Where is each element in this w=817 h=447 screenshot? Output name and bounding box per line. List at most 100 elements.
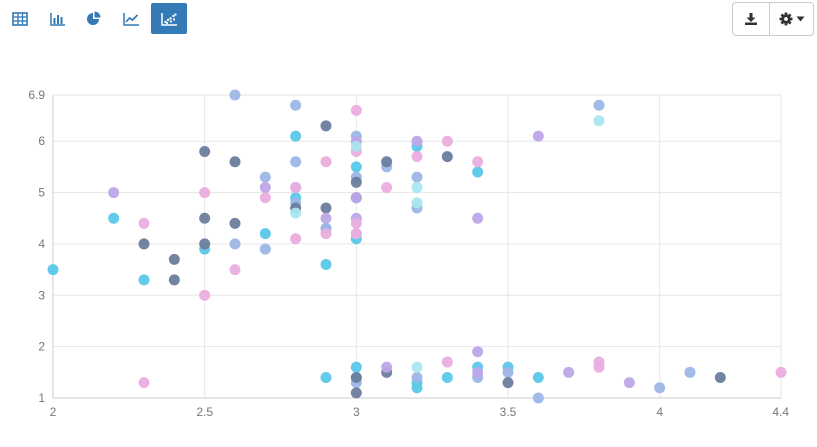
y-tick-label: 6.9	[28, 88, 45, 102]
data-point	[229, 217, 241, 229]
data-point	[411, 371, 423, 383]
y-tick-label: 4	[38, 237, 45, 251]
data-point	[623, 377, 635, 389]
data-point	[381, 361, 393, 373]
data-point	[411, 382, 423, 394]
data-point	[350, 140, 362, 152]
y-tick-label: 5	[38, 186, 45, 200]
data-point	[350, 361, 362, 373]
y-tick-label: 2	[38, 340, 45, 354]
download-button[interactable]	[733, 3, 771, 35]
y-tick-label: 1	[38, 391, 45, 405]
y-tick-label: 3	[38, 288, 45, 302]
data-point	[411, 171, 423, 183]
x-tick-label: 2.5	[196, 405, 213, 419]
data-point	[532, 371, 544, 383]
data-point	[290, 233, 302, 245]
data-point	[684, 366, 696, 378]
data-point	[411, 135, 423, 147]
data-point	[199, 145, 211, 157]
data-point	[259, 192, 271, 204]
data-point	[259, 228, 271, 240]
table-icon	[12, 11, 28, 26]
bar-chart-view-button[interactable]	[40, 3, 76, 34]
data-point	[199, 238, 211, 250]
data-point	[411, 361, 423, 373]
data-point	[441, 135, 453, 147]
pie-chart-view-button[interactable]	[76, 3, 112, 34]
data-point	[138, 274, 150, 286]
data-point	[350, 217, 362, 229]
line-chart-view-button[interactable]	[113, 3, 149, 34]
data-point	[502, 366, 514, 378]
data-point	[47, 264, 59, 276]
x-tick-label: 2	[50, 405, 57, 419]
data-point	[411, 151, 423, 163]
action-button-group	[732, 2, 814, 36]
data-point	[593, 115, 605, 127]
caret-down-icon	[796, 16, 805, 22]
data-point	[411, 181, 423, 193]
download-icon	[745, 13, 758, 25]
data-point	[502, 377, 514, 389]
data-point	[320, 371, 332, 383]
x-tick-label: 4.4	[772, 405, 789, 419]
data-point	[138, 217, 150, 229]
data-point	[259, 181, 271, 193]
data-point	[229, 238, 241, 250]
data-point	[441, 356, 453, 368]
data-point	[290, 207, 302, 219]
data-point	[138, 377, 150, 389]
data-point	[472, 156, 484, 168]
gear-icon	[779, 12, 793, 26]
data-point	[320, 202, 332, 214]
data-point	[199, 289, 211, 301]
data-point	[320, 156, 332, 168]
data-point	[441, 371, 453, 383]
data-point	[229, 89, 241, 101]
data-point	[472, 346, 484, 358]
data-point	[320, 258, 332, 270]
data-point	[320, 120, 332, 132]
line-chart-icon	[122, 12, 139, 26]
settings-button[interactable]	[770, 3, 813, 35]
data-point	[472, 212, 484, 224]
data-point	[199, 187, 211, 199]
data-point	[290, 130, 302, 142]
table-view-button[interactable]	[2, 3, 38, 34]
scatter-chart-view-button[interactable]	[151, 3, 187, 34]
data-point	[108, 187, 120, 199]
data-point	[593, 361, 605, 373]
data-point	[290, 156, 302, 168]
data-point	[199, 212, 211, 224]
y-tick-label: 6	[38, 134, 45, 148]
data-point	[290, 99, 302, 111]
bar-chart-icon	[50, 12, 65, 26]
data-point	[320, 228, 332, 240]
pie-chart-icon	[87, 11, 101, 25]
data-point	[563, 366, 575, 378]
data-point	[259, 243, 271, 255]
data-point	[138, 238, 150, 250]
data-point	[168, 274, 180, 286]
data-point	[229, 156, 241, 168]
data-point	[350, 371, 362, 383]
data-point	[593, 99, 605, 111]
data-point	[472, 166, 484, 178]
data-point	[532, 130, 544, 142]
data-point	[350, 104, 362, 116]
data-point	[350, 228, 362, 240]
data-point	[654, 382, 666, 394]
data-point	[259, 171, 271, 183]
data-point	[290, 181, 302, 193]
data-point	[381, 181, 393, 193]
data-point	[229, 264, 241, 276]
toolbar	[0, 0, 817, 40]
data-point	[168, 253, 180, 265]
data-point	[381, 156, 393, 168]
data-point	[108, 212, 120, 224]
data-point	[411, 197, 423, 209]
x-tick-label: 4	[656, 405, 663, 419]
data-point	[350, 161, 362, 173]
